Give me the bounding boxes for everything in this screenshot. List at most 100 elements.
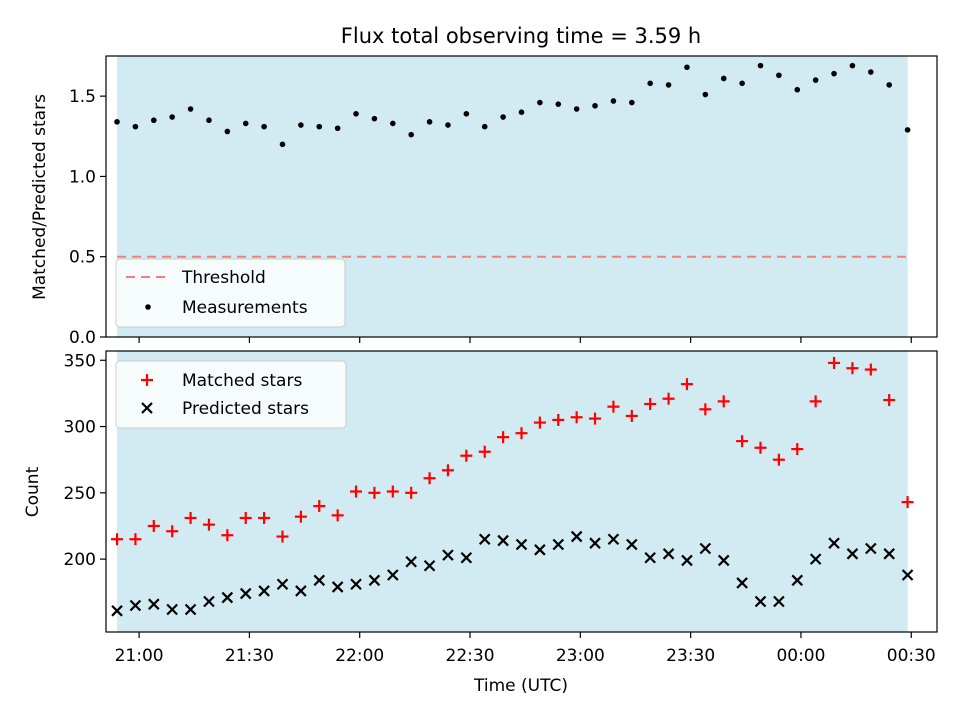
measurement-point — [463, 111, 470, 117]
legend-predicted-swatch — [141, 402, 153, 414]
x-tick-label: 23:00 — [556, 646, 605, 666]
y-tick-label: 200 — [64, 550, 96, 570]
measurement-point — [647, 80, 653, 87]
predicted-star-point — [148, 598, 160, 610]
measurement-point — [555, 101, 562, 107]
matched-star-point — [276, 530, 289, 543]
predicted-star-point — [497, 534, 509, 547]
measurement-point — [629, 99, 635, 106]
matched-star-point — [533, 416, 546, 429]
matched-star-point — [166, 525, 179, 538]
y-tick-label: 350 — [64, 351, 96, 371]
measurement-point — [371, 115, 378, 122]
predicted-star-point — [460, 551, 473, 564]
predicted-star-point — [313, 574, 326, 587]
matched-star-point — [662, 392, 675, 405]
measurement-point — [316, 123, 323, 130]
legend-measurements-swatch — [145, 304, 151, 310]
measurement-point — [279, 141, 286, 148]
predicted-star-point — [258, 585, 270, 597]
measurement-point — [831, 70, 837, 77]
matched-star-point — [294, 510, 307, 523]
x-tick-label: 22:30 — [446, 646, 495, 666]
legend-matched-swatch — [141, 374, 153, 386]
matched-star-point — [441, 464, 454, 477]
predicted-star-point — [111, 605, 123, 617]
matched-star-point — [717, 395, 730, 408]
predicted-star-point — [552, 538, 565, 551]
predicted-star-point — [754, 595, 767, 608]
matched-star-point — [405, 486, 418, 499]
measurement-point — [610, 98, 617, 104]
matched-star-point — [129, 533, 142, 546]
predicted-star-point — [846, 548, 859, 560]
ratio-y-axis: 0.0 0.5 1.0 1.5 — [69, 87, 106, 348]
count-y-axis: 200 250 300 350 — [64, 351, 106, 570]
predicted-star-point — [828, 537, 840, 549]
matched-star-point — [460, 449, 473, 462]
predicted-star-point — [809, 553, 822, 565]
predicted-star-point — [387, 569, 399, 581]
ratio-plot-frame — [105, 55, 938, 338]
matched-star-point — [791, 443, 804, 456]
predicted-star-point — [331, 581, 344, 593]
predicted-star-point — [166, 603, 178, 616]
matched-star-point — [258, 512, 271, 525]
count-legend: Matched stars Predicted stars — [115, 360, 347, 429]
matched-star-point — [607, 400, 620, 413]
measurement-point — [408, 131, 414, 138]
matched-star-point — [901, 496, 914, 509]
predicted-star-point — [699, 542, 712, 555]
matched-star-point — [184, 512, 197, 525]
matched-star-point — [147, 519, 160, 532]
predicted-star-point — [221, 591, 234, 604]
matched-star-point — [883, 394, 896, 407]
measurement-point — [224, 128, 231, 135]
matched-star-point — [239, 512, 252, 525]
predicted-star-point — [570, 530, 583, 543]
measurement-point — [757, 62, 764, 69]
measurement-point — [739, 80, 745, 87]
measurement-point — [776, 72, 782, 79]
measurement-point — [849, 62, 856, 69]
measurement-point — [206, 117, 212, 124]
predicted-star-point — [239, 587, 252, 600]
measurement-point — [904, 127, 911, 133]
count-plot-frame — [105, 350, 938, 633]
measurement-point — [573, 106, 580, 112]
predicted-star-point — [295, 585, 307, 597]
x-tick-label: 21:00 — [115, 646, 164, 666]
matched-star-point — [478, 445, 491, 458]
matched-star-point — [350, 485, 363, 498]
predicted-star-point — [626, 538, 638, 551]
matched-star-point — [644, 398, 657, 411]
count-panel: 200 250 300 350 21:00 21:30 22:00 22:30 23:00 23… — [23, 350, 938, 696]
predicted-star-point — [644, 551, 656, 564]
predicted-star-point — [773, 595, 785, 608]
matched-star-point — [552, 413, 565, 426]
matched-star-point — [680, 378, 693, 391]
measurement-point — [868, 69, 874, 75]
matched-star-point — [864, 363, 877, 376]
predicted-star-point — [276, 578, 289, 591]
measurement-point — [794, 86, 801, 93]
predicted-star-point — [607, 533, 620, 545]
matched-star-point — [625, 409, 638, 422]
predicted-star-point — [350, 578, 362, 591]
legend-predicted-label: Predicted stars — [182, 399, 309, 419]
matched-star-point — [736, 435, 749, 448]
matched-star-point — [772, 453, 785, 466]
measurement-point — [187, 106, 194, 112]
predicted-stars-points — [111, 530, 914, 617]
predicted-star-point — [662, 548, 675, 560]
matched-star-point — [754, 441, 767, 454]
y-tick-label: 1.0 — [69, 167, 96, 187]
predicted-star-point — [478, 533, 491, 545]
ratio-y-label: Matched/Predicted stars — [30, 94, 50, 300]
matched-star-point — [368, 486, 381, 499]
predicted-star-point — [129, 599, 142, 612]
matched-star-point — [111, 533, 124, 546]
x-tick-label: 00:00 — [776, 646, 825, 666]
measurement-point — [592, 102, 598, 109]
y-tick-label: 300 — [64, 418, 96, 438]
